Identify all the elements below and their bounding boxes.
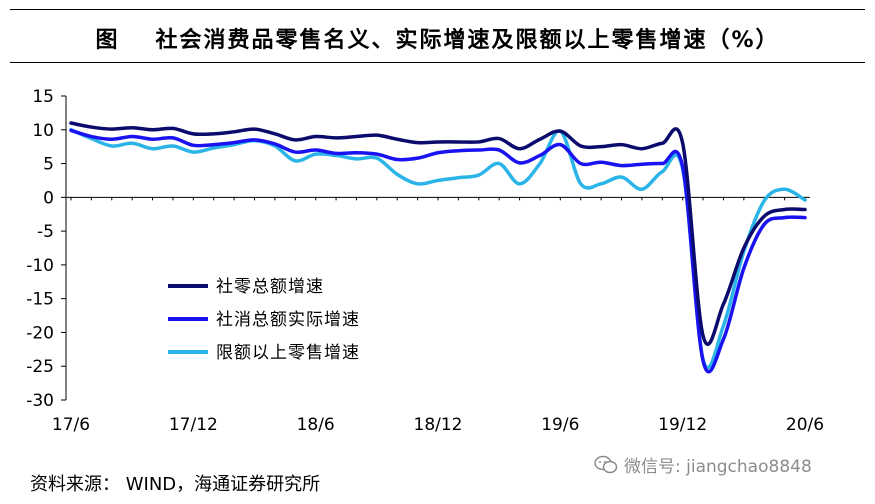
x-tick-label: 17/12 xyxy=(169,415,218,435)
y-tick-label: 0 xyxy=(43,188,54,208)
title-top-rule xyxy=(10,9,865,10)
y-tick-label: -25 xyxy=(26,357,54,377)
series-line-1 xyxy=(69,121,807,346)
series-layer xyxy=(69,121,807,374)
watermark: 微信号: jiangchao8848 xyxy=(594,452,812,477)
y-tick-label: -5 xyxy=(37,222,54,242)
watermark-text: 微信号: jiangchao8848 xyxy=(624,457,812,477)
x-tick-label: 19/12 xyxy=(658,415,707,435)
x-tick-label: 20/6 xyxy=(786,415,824,435)
x-tick-label: 17/6 xyxy=(52,415,90,435)
title-bottom-rule xyxy=(10,62,865,63)
y-tick-label: 10 xyxy=(32,121,54,141)
figure-label: 图 xyxy=(95,28,120,53)
legend-label-2: 社消总额实际增速 xyxy=(216,310,360,330)
y-tick-label: -30 xyxy=(26,391,54,411)
y-tick-label: -15 xyxy=(26,290,54,310)
y-tick-label: -20 xyxy=(26,323,54,343)
legend-label-1: 社零总额增速 xyxy=(216,277,324,297)
y-tick-label: 5 xyxy=(43,155,54,175)
x-tick-label: 19/6 xyxy=(541,415,579,435)
y-tick-label: 15 xyxy=(32,87,54,107)
y-tick-label: -10 xyxy=(26,256,54,276)
line-chart: 15 10 5 0 -5 -10 -15 -20 -25 -30 17/6 17/12 18/6 18/1… xyxy=(26,87,824,435)
chart-axes: 15 10 5 0 -5 -10 -15 -20 -25 -30 17/6 17/12 18/6 18/1… xyxy=(26,87,824,435)
wechat-icon xyxy=(594,455,618,473)
x-tick-label: 18/12 xyxy=(414,415,463,435)
title-text: 社会消费品零售名义、实际增速及限额以上零售增速（%） xyxy=(155,28,780,53)
series-line-2 xyxy=(69,128,807,374)
chart-title: 图 社会消费品零售名义、实际增速及限额以上零售增速（%） xyxy=(0,22,875,54)
source-note: 资料来源： WIND，海通证券研究所 xyxy=(30,474,321,495)
legend-label-3: 限额以上零售增速 xyxy=(216,343,360,363)
x-tick-label: 18/6 xyxy=(297,415,335,435)
